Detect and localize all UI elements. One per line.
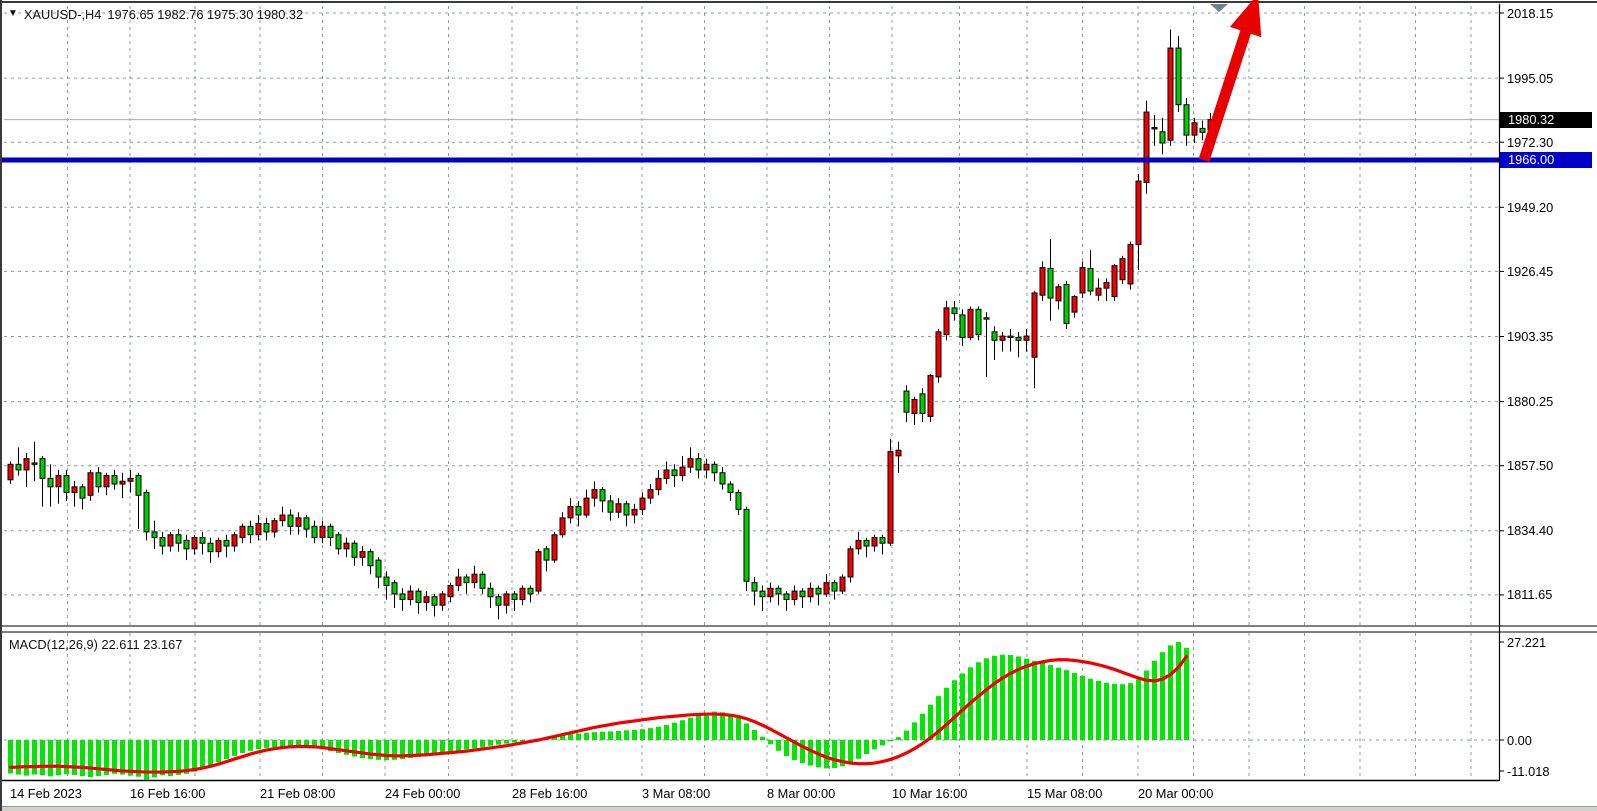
time-tick-label: 14 Feb 2023: [10, 786, 82, 801]
macd-scale-label: 0.00: [1507, 732, 1532, 748]
time-tick-label: 8 Mar 00:00: [767, 786, 836, 801]
price-tick-label: 1811.65: [1507, 587, 1553, 603]
price-tick-label: 2018.15: [1507, 5, 1554, 21]
macd-scale-label: 27.221: [1507, 634, 1547, 650]
time-tick-label: 24 Feb 00:00: [385, 786, 461, 801]
trend-arrow[interactable]: [1198, 0, 1262, 162]
time-tick-label: 3 Mar 08:00: [642, 786, 711, 801]
chart-frame: [2, 1, 1597, 782]
symbol-dropdown-icon[interactable]: ▼: [8, 8, 18, 19]
offscreen-object-marker-icon: [1210, 4, 1228, 12]
main-chart-area[interactable]: [2, 6, 1499, 625]
price-tick-label: 1926.45: [1507, 263, 1554, 279]
price-tick-label: 1903.35: [1507, 329, 1554, 344]
price-tick-label: 1834.40: [1507, 523, 1554, 539]
time-tick-label: 28 Feb 16:00: [512, 786, 588, 801]
time-tick-label: 16 Feb 16:00: [130, 786, 206, 801]
chart-title: ▼ XAUUSD-,H4 1976.65 1982.76 1975.30 198…: [8, 7, 303, 22]
macd-signal-line: [8, 654, 1189, 774]
symbol-period-label: XAUUSD-,H4: [23, 7, 102, 22]
time-tick-label: 15 Mar 08:00: [1027, 786, 1103, 801]
macd-panel-area[interactable]: [2, 633, 1499, 780]
time-axis[interactable]: [2, 781, 1499, 805]
price-tick-label: 1880.25: [1507, 394, 1554, 410]
macd-histogram: [8, 642, 1189, 780]
macd-scale-label: -11.018: [1507, 763, 1550, 779]
grid: [4, 6, 1499, 780]
current-price-badge: 1980.32: [1500, 111, 1592, 128]
price-tick-label: 1995.05: [1507, 70, 1554, 86]
window-bottom-edge: [2, 806, 1597, 811]
candlestick-series[interactable]: [7, 29, 1214, 620]
time-tick-label: 20 Mar 00:00: [1138, 786, 1214, 801]
price-tick-label: 1949.20: [1507, 199, 1554, 215]
time-tick-label: 21 Feb 08:00: [260, 786, 336, 801]
price-tick-label: 1972.30: [1507, 134, 1554, 150]
time-tick-label: 10 Mar 16:00: [892, 786, 968, 801]
price-tick-label: 1857.50: [1507, 458, 1554, 474]
macd-indicator-label: MACD(12,26,9) 22.611 23.167: [9, 637, 183, 652]
horizontal-line-price-badge: 1966.00: [1500, 151, 1592, 168]
ohlc-readout: 1976.65 1982.76 1975.30 1980.32: [107, 7, 304, 22]
